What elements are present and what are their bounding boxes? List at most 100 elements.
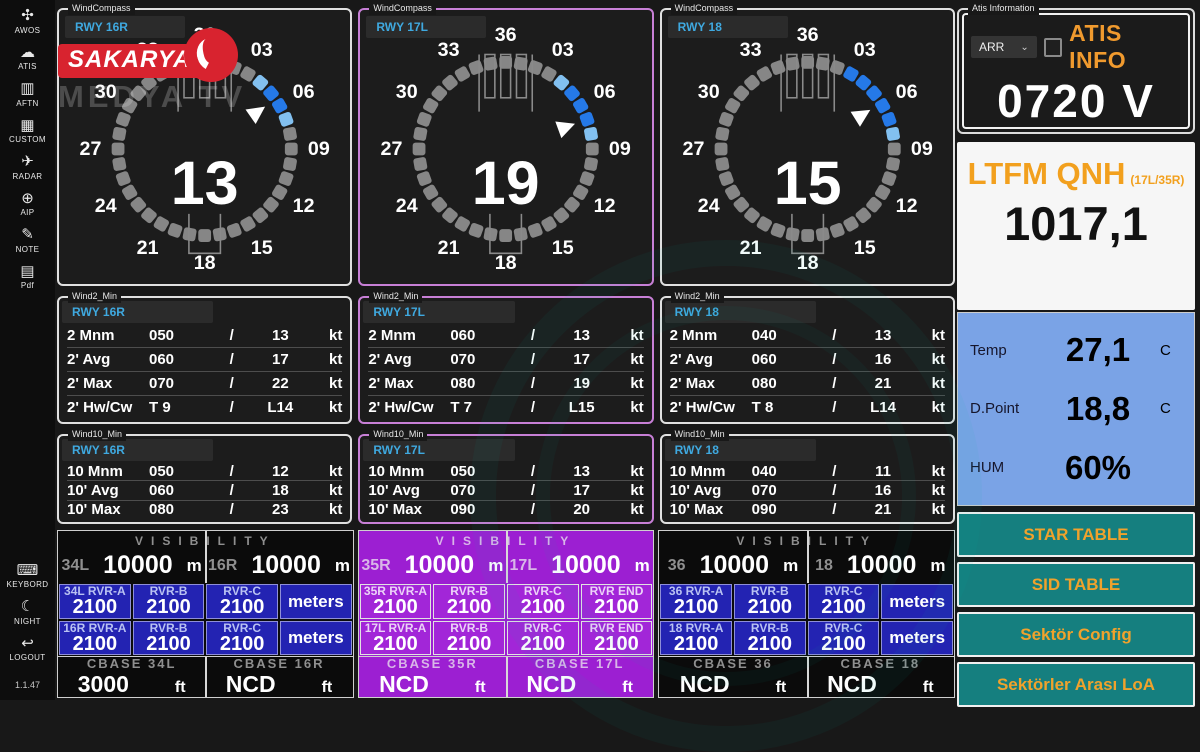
sidebar-item-note[interactable]: ✎ NOTE [9, 226, 46, 253]
wind-row-label: 2 Mnm [368, 327, 416, 344]
cloudbase-cell: CBASE 34L 3000 ft [58, 656, 205, 697]
svg-text:21: 21 [137, 237, 159, 259]
sidebar-item-custom[interactable]: ▦ CUSTOM [9, 117, 46, 144]
separator: / [229, 327, 234, 344]
wind2min-row: Wind2_Min RWY 16R 2 Mnm 050/13 kt 2' Avg 060/1… [57, 290, 955, 424]
rvr-cell: RVR END 2100 [580, 620, 653, 656]
wind-compass-panel: WindCompass RWY 18 36 03 06 09 12 15 18 21 24 27 30 3… [659, 2, 955, 286]
dewpoint-row: D.Point 18,8 C [970, 390, 1182, 428]
atis-mode-dropdown[interactable]: ARR ⌄ [971, 36, 1037, 58]
rvr-label: RVR-C [223, 584, 262, 598]
cloud-broadcast-icon: ☁ [19, 43, 35, 61]
wind-speed-value: 13 [171, 149, 239, 217]
star-table-button[interactable]: STAR TABLE [957, 512, 1195, 557]
svg-text:24: 24 [396, 195, 418, 217]
rvr-label: RVR-C [523, 620, 562, 635]
moon-icon: ☾ [20, 598, 35, 615]
wind-table-panel: Wind10_Min RWY 17L 10 Mnm 050 / 13 kt 10' Avg 07… [358, 428, 654, 524]
wind-direction-value: T 8 [751, 399, 774, 416]
visibility-title: VISIBILITY [58, 531, 353, 548]
visibility-group: VISIBILITY35R10000m17L10000m35R RVR-A210… [357, 530, 655, 698]
note-pencil-icon: ✎ [21, 226, 34, 243]
wind-direction-value: 070 [149, 375, 175, 392]
wind-table-row: 10' Avg 070 / 16 kt [669, 481, 945, 501]
rvr-unit-cell: meters [279, 584, 352, 619]
separator: / [832, 481, 837, 499]
sidebar-item-pdf[interactable]: ▤ Pdf [9, 263, 46, 290]
separator: / [229, 399, 234, 416]
svg-text:03: 03 [853, 39, 875, 61]
wind-direction-value: 060 [450, 327, 476, 344]
wind-table-row: 10' Max 090 / 20 kt [368, 501, 643, 519]
visibility-cell: 36 10000 m [659, 548, 806, 583]
sidebar-item-logout[interactable]: ↩ LOGOUT [7, 635, 49, 662]
svg-text:03: 03 [251, 39, 273, 61]
cloudbase-row: CBASE 35R NCD ft CBASE 17L NCD ft [358, 656, 654, 697]
cloudbase-row: CBASE 36 NCD ft CBASE 18 NCD ft [659, 656, 954, 697]
sid-table-button[interactable]: SID TABLE [957, 562, 1195, 607]
wind-direction-value: 090 [450, 501, 476, 519]
wind-table-row: 2 Mnm 050 / 13 kt [67, 324, 343, 348]
separator: / [530, 375, 536, 392]
sektorler-arasi-loa-button[interactable]: Sektörler Arası LoA [957, 662, 1195, 707]
rvr-cell: 18 RVR-A 2100 [660, 620, 732, 656]
svg-text:36: 36 [796, 24, 818, 46]
cloudbase-cell: CBASE 16R NCD ft [205, 656, 352, 697]
wind-direction-value: 070 [450, 481, 476, 499]
sidebar-item-keybord[interactable]: ⌨ KEYBORD [7, 562, 49, 589]
sidebar-item-aftn[interactable]: ▥ AFTN [9, 80, 46, 107]
cloudbase-valrow: NCD ft [226, 671, 333, 697]
visibility-cells: 36 10000 m 18 10000 m [659, 548, 954, 583]
cloudbase-unit: ft [922, 678, 934, 696]
visibility-section: VISIBILITY 34L 10000 m 16R 10000 m [58, 531, 353, 583]
separator: / [832, 462, 837, 480]
humidity-value: 60% [1064, 448, 1132, 486]
wind-table-row: 2' Max 080 / 21 kt [669, 372, 945, 396]
wind-table-panel: Wind10_Min RWY 16R 10 Mnm 050 / 12 kt 10' Avg 06… [57, 428, 353, 524]
wind-row-label: 2' Hw/Cw [368, 399, 434, 416]
sidebar-item-label: AIP [20, 208, 35, 217]
visibility-group: VISIBILITY3610000m1810000m36 RVR-A2100RV… [658, 530, 955, 698]
wind-direction-value: 040 [751, 462, 777, 480]
svg-text:30: 30 [697, 81, 719, 103]
wind-speed-value: 23 [271, 501, 289, 519]
svg-text:21: 21 [739, 237, 761, 259]
visibility-runway-label: 16R [207, 556, 238, 574]
rvr-label: RVR-B [450, 620, 489, 635]
rvr-label: RVR-B [750, 584, 789, 598]
rvr-cell: RVR-B 2100 [132, 620, 205, 656]
sektor-config-button[interactable]: Sektör Config [957, 612, 1195, 657]
wind-table-group-label: Wind2_Min [68, 290, 122, 303]
atis-info-checkbox[interactable] [1043, 37, 1063, 57]
temp-row: Temp 27,1 C [970, 331, 1182, 369]
wind-table-row: 2' Avg 060 / 17 kt [67, 348, 343, 372]
visibility-unit: m [930, 555, 946, 575]
wind-direction-value: 080 [450, 375, 476, 392]
cloudbase-cell: CBASE 36 NCD ft [659, 656, 806, 697]
message-card-icon: ▥ [20, 80, 35, 97]
anemometer-icon: ✣ [21, 7, 34, 24]
humidity-row: HUM 60% [970, 449, 1182, 487]
runway-label: RWY 16R [65, 16, 185, 38]
wind-row-label: 2' Hw/Cw [669, 399, 735, 416]
vertical-divider [205, 531, 208, 583]
sidebar-item-atis[interactable]: ☁ ATIS [9, 43, 46, 71]
wind-table-group-label: Wind2_Min [670, 290, 724, 303]
runway-label: RWY 18 [667, 16, 788, 38]
sidebar-item-awos[interactable]: ✣ AWOS [9, 7, 46, 34]
wind-direction-value: 060 [751, 351, 777, 368]
svg-text:18: 18 [495, 252, 517, 274]
dewpoint-label: D.Point [970, 400, 1020, 418]
wind-speed-unit: kt [328, 462, 343, 480]
sidebar-item-radar[interactable]: ✈ RADAR [9, 153, 46, 180]
sidebar-item-night[interactable]: ☾ NIGHT [7, 598, 49, 625]
wind-speed-unit: kt [328, 399, 343, 416]
qnh-value: 1017,1 [1004, 197, 1148, 250]
wind-speed-value: 11 [875, 462, 891, 480]
wind-speed-value: 13 [573, 327, 590, 344]
separator: / [530, 501, 536, 519]
wind-direction-value: 060 [149, 481, 175, 499]
wind-compass: 36 03 06 09 12 15 18 21 24 27 30 33 19 [381, 24, 631, 274]
vertical-divider [505, 531, 508, 583]
sidebar-item-aip[interactable]: ⊕ AIP [9, 190, 46, 217]
